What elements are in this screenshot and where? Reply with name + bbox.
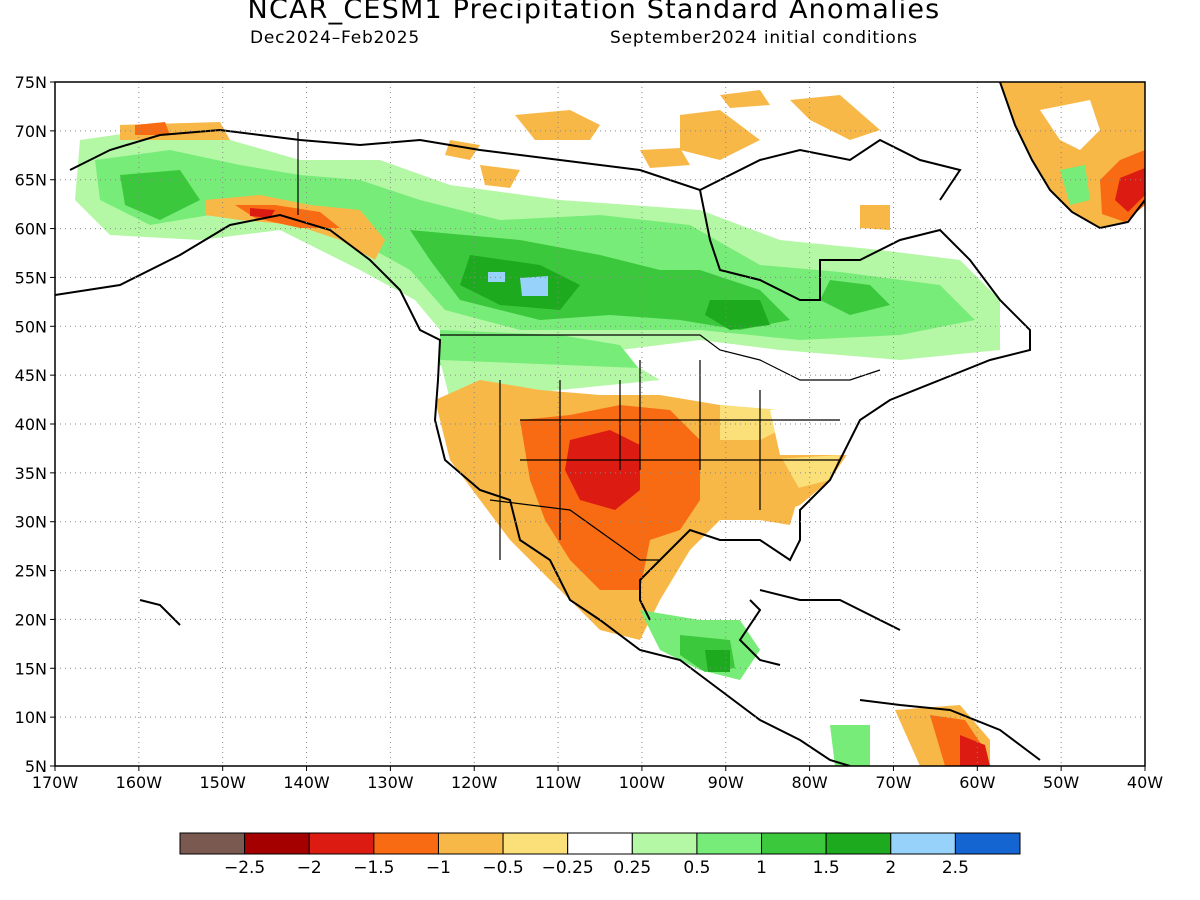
colorbar-label: −1 [426,858,451,878]
lon-tick-label: 130W [367,773,414,792]
colorbar-swatch [502,832,569,855]
canada-green-dark [120,170,890,330]
colorbar-swatch [954,832,1021,855]
lat-tick-label: 15N [15,659,47,678]
lon-tick-label: 50W [1043,773,1079,792]
lon-tick-label: 120W [451,773,498,792]
lon-tick-label: 150W [200,773,247,792]
graticule [55,82,1145,766]
lon-tick-label: 100W [619,773,666,792]
lat-tick-label: 25N [15,562,47,581]
colorbar-swatch [373,832,439,855]
greenland-red [1115,168,1145,212]
panama-green [830,725,870,766]
colorbar-label: −0.25 [542,858,594,878]
colorbar-label: 2 [885,858,896,878]
lon-tick-label: 110W [535,773,582,792]
lat-tick-label: 40N [15,415,47,434]
lat-tick-label: 70N [15,122,47,141]
map-title: NCAR_CESM1 Precipitation Standard Anomal… [247,0,941,25]
colorbar-swatch [696,832,763,855]
alaska-south-red2 [250,208,275,218]
axis-ticks: 170W 160W 150W 140W 130W 120W 110W 100W 90W 80W 70… [15,73,1164,792]
central-america-deep [705,650,730,672]
us-southeast-yellow [720,405,840,490]
colorbar-legend: −2.5 −2 −1.5 −1 −0.5 −0.25 0.25 0.5 1 1.5 2 2.5 [179,832,1021,878]
political-borders [297,132,881,561]
lon-tick-label: 160W [116,773,163,792]
colorbar-label: 0.5 [683,858,710,878]
lon-tick-label: 60W [959,773,995,792]
colorbar-label: 0.25 [613,858,651,878]
arctic-orange [445,90,890,230]
greenland-white [1040,100,1100,150]
lat-tick-label: 60N [15,220,47,239]
colorbar-swatch [631,832,698,855]
lat-tick-label: 45N [15,366,47,385]
lon-tick-label: 40W [1127,773,1163,792]
lon-tick-label: 140W [283,773,330,792]
colorbar-swatch [761,832,827,855]
colorbar-label: 1 [756,858,767,878]
forecast-period: Dec2024–Feb2025 [250,28,421,48]
us-southeast-orange [710,455,800,525]
canada-blue-spots [488,272,548,296]
initial-conditions: September2024 initial conditions [610,28,918,48]
lat-tick-label: 75N [15,73,47,92]
colorbar-label: −2 [297,858,322,878]
colorbar-swatch [179,832,246,855]
us-south-red [565,430,640,510]
canada-green-deepest [460,255,770,330]
lat-tick-label: 35N [15,464,47,483]
lon-tick-label: 90W [708,773,744,792]
lat-tick-label: 20N [15,610,47,629]
colorbar-label: −2.5 [224,858,265,878]
lon-tick-label: 170W [32,773,79,792]
colorbar-swatch [567,832,633,855]
map-layers [55,82,1145,766]
colorbar-label: −1.5 [353,858,394,878]
lon-tick-label: 80W [792,773,828,792]
colorbar-swatch [890,832,956,855]
coastlines [55,82,1145,766]
us-midwest-white [770,405,850,455]
colorbar-swatch [437,832,504,855]
lat-tick-label: 65N [15,171,47,190]
alaska-north-red [135,122,170,135]
lon-tick-label: 70W [875,773,911,792]
greenland-green [1060,165,1090,205]
lat-tick-label: 30N [15,513,47,532]
colorbar-swatch [244,832,310,855]
colorbar-label: 1.5 [813,858,840,878]
lat-tick-label: 10N [15,708,47,727]
lat-tick-label: 55N [15,268,47,287]
lat-tick-label: 5N [25,757,47,776]
colorbar-swatch [825,832,892,855]
colorbar-swatch [308,832,375,855]
lat-tick-label: 50N [15,317,47,336]
south-america-deep-red [960,735,990,766]
colorbar-label: −0.5 [482,858,523,878]
colorbar-label: 2.5 [942,858,969,878]
